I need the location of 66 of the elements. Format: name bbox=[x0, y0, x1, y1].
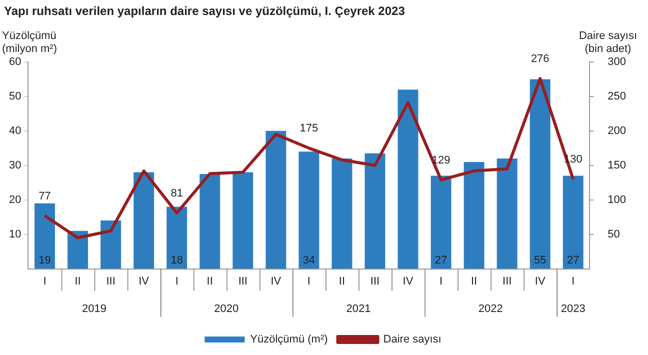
bar bbox=[166, 206, 188, 269]
x-tick-label: III bbox=[502, 275, 512, 288]
x-tick-label: II bbox=[338, 275, 346, 288]
data-label: 55 bbox=[534, 254, 546, 266]
x-tick-label: I bbox=[43, 275, 46, 288]
y-tick-label: 30 bbox=[8, 159, 22, 172]
data-label: 27 bbox=[567, 254, 580, 266]
y2-axis-title: Daire sayısı (bin adet) bbox=[578, 30, 638, 56]
y-tick-label: 10 bbox=[8, 228, 22, 240]
bar bbox=[68, 230, 88, 269]
y2-tick-label: 100 bbox=[608, 194, 626, 206]
bar bbox=[398, 90, 418, 269]
bar bbox=[562, 176, 584, 269]
y-axis-title: Yüzölçümü (milyon m²) bbox=[2, 30, 58, 56]
chart-title: Yapı ruhsatı verilen yapıların daire sayısı ve yüzölçümü, I. Çeyrek 2023 bbox=[4, 4, 405, 18]
x-tick-label: III bbox=[106, 275, 116, 288]
bar bbox=[496, 158, 518, 269]
x-tick-label: I bbox=[175, 275, 178, 288]
text: 2021 bbox=[346, 302, 371, 315]
x-tick-label: III bbox=[370, 275, 380, 288]
legend-label: Yüzölçümü (m²) bbox=[250, 334, 328, 346]
text: 2020 bbox=[214, 302, 239, 315]
x-tick-label: IV bbox=[402, 275, 414, 288]
data-label: 34 bbox=[302, 254, 316, 266]
text: 2019 bbox=[82, 302, 107, 315]
bar bbox=[200, 174, 220, 269]
y2-tick-label: 300 bbox=[608, 56, 626, 68]
legend-label: Daire sayısı bbox=[383, 334, 442, 346]
bar bbox=[134, 172, 154, 269]
data-label: 175 bbox=[300, 122, 318, 135]
bar bbox=[530, 79, 550, 269]
bar bbox=[100, 220, 122, 269]
bar bbox=[298, 152, 320, 269]
data-label: 19 bbox=[38, 254, 51, 266]
y2-tick-label: 50 bbox=[608, 228, 620, 240]
data-label: 18 bbox=[170, 254, 183, 266]
y-tick-label: 40 bbox=[8, 124, 22, 137]
data-label: 77 bbox=[38, 190, 51, 202]
text: 2022 bbox=[478, 302, 503, 315]
x-tick-label: II bbox=[74, 275, 81, 288]
x-tick-label: IV bbox=[138, 275, 150, 288]
text: 2023 bbox=[560, 302, 586, 315]
bar bbox=[364, 153, 386, 269]
x-tick-label: II bbox=[206, 275, 213, 288]
y2-tick-label: 200 bbox=[608, 124, 626, 137]
data-label: 276 bbox=[530, 53, 550, 66]
y-tick-label: 20 bbox=[8, 194, 22, 206]
y-tick-label: 60 bbox=[8, 56, 22, 68]
x-tick-label: I bbox=[440, 275, 443, 288]
bar bbox=[464, 162, 484, 269]
data-label: 27 bbox=[434, 254, 448, 266]
bar bbox=[332, 158, 352, 269]
y2-tick-label: 150 bbox=[608, 159, 626, 172]
bar bbox=[430, 176, 452, 269]
x-tick-label: III bbox=[238, 275, 248, 288]
x-tick-label: IV bbox=[270, 275, 282, 288]
x-tick-label: I bbox=[572, 275, 575, 288]
bar bbox=[34, 203, 55, 269]
x-tick-label: II bbox=[471, 275, 478, 288]
y-tick-label: 50 bbox=[8, 90, 22, 102]
data-label: 81 bbox=[170, 187, 183, 200]
y2-tick-label: 250 bbox=[608, 90, 626, 102]
x-tick-label: IV bbox=[534, 275, 546, 288]
bar bbox=[232, 172, 254, 269]
bar bbox=[266, 130, 286, 269]
x-tick-label: I bbox=[307, 275, 310, 288]
